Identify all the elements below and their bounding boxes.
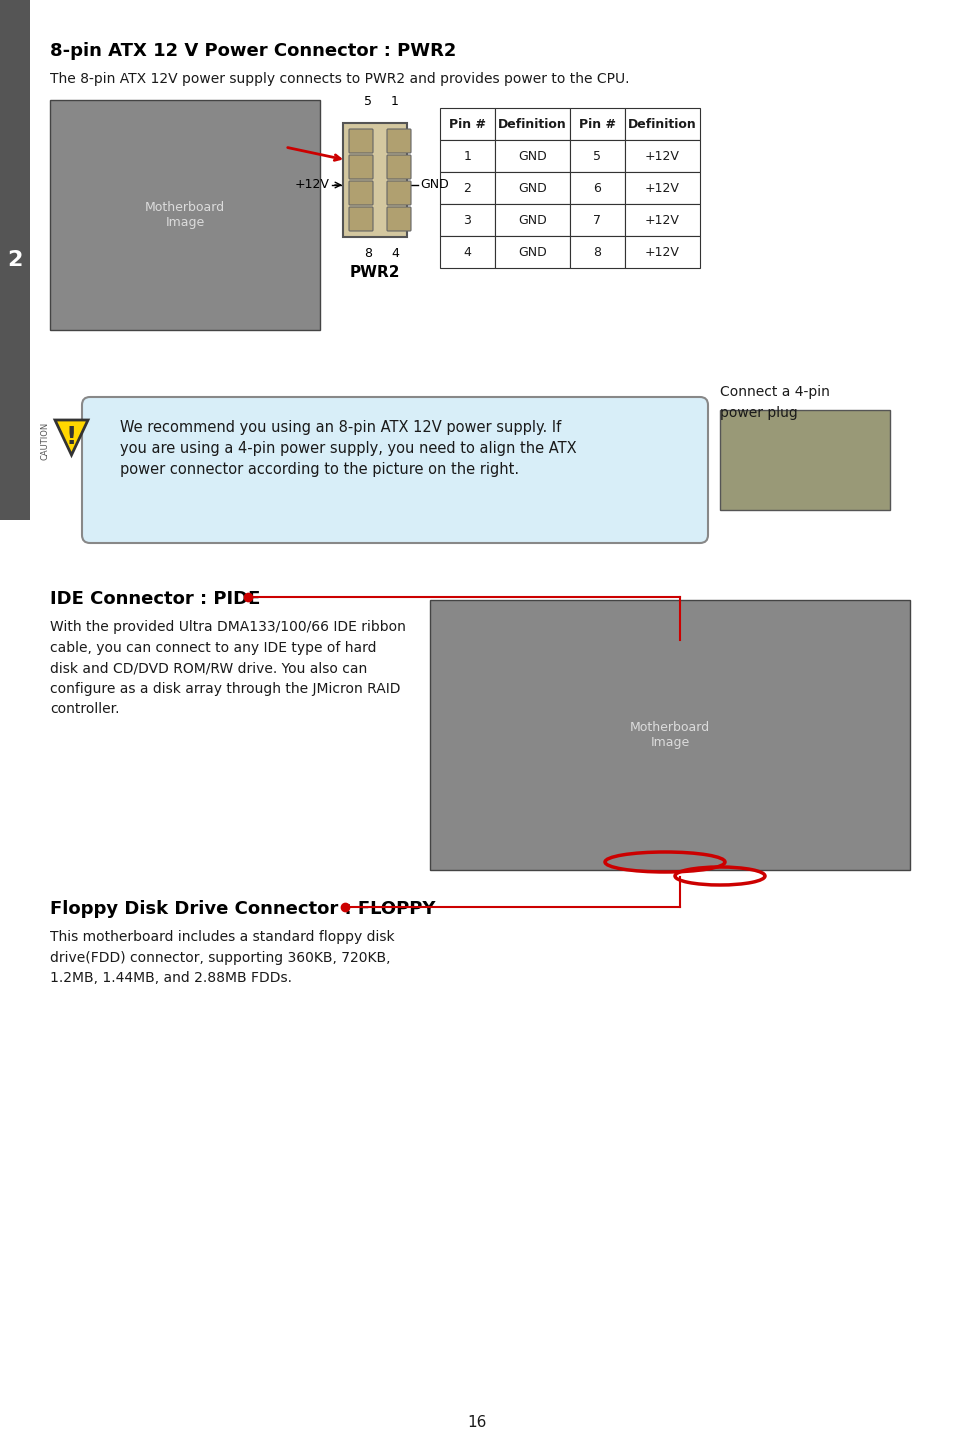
Text: Definition: Definition [627, 118, 696, 131]
FancyBboxPatch shape [439, 203, 495, 237]
FancyBboxPatch shape [624, 107, 700, 139]
FancyBboxPatch shape [50, 100, 319, 330]
Text: 1: 1 [391, 94, 398, 107]
Text: This motherboard includes a standard floppy disk
drive(FDD) connector, supportin: This motherboard includes a standard flo… [50, 929, 395, 986]
FancyBboxPatch shape [495, 107, 569, 139]
Text: 8-pin ATX 12 V Power Connector : PWR2: 8-pin ATX 12 V Power Connector : PWR2 [50, 42, 456, 60]
FancyBboxPatch shape [82, 396, 707, 543]
FancyBboxPatch shape [439, 107, 495, 139]
FancyBboxPatch shape [439, 237, 495, 269]
Text: 7: 7 [593, 213, 601, 227]
FancyBboxPatch shape [439, 139, 495, 171]
Text: 6: 6 [593, 182, 600, 195]
FancyBboxPatch shape [349, 155, 373, 179]
Text: !: ! [65, 425, 76, 449]
Text: GND: GND [517, 245, 546, 258]
FancyBboxPatch shape [624, 203, 700, 237]
FancyBboxPatch shape [439, 171, 495, 203]
Text: PWR2: PWR2 [350, 266, 400, 280]
Text: CAUTION: CAUTION [40, 421, 50, 460]
Text: +12V: +12V [644, 150, 679, 163]
Text: 5: 5 [593, 150, 601, 163]
Text: With the provided Ultra DMA133/100/66 IDE ribbon
cable, you can connect to any I: With the provided Ultra DMA133/100/66 ID… [50, 620, 405, 716]
Text: 2: 2 [463, 182, 471, 195]
Text: 2: 2 [8, 250, 23, 270]
Text: +12V: +12V [294, 179, 330, 192]
FancyBboxPatch shape [569, 171, 624, 203]
FancyBboxPatch shape [569, 139, 624, 171]
Text: Floppy Disk Drive Connector : FLOPPY: Floppy Disk Drive Connector : FLOPPY [50, 900, 435, 918]
FancyBboxPatch shape [0, 0, 30, 520]
Text: Pin #: Pin # [449, 118, 485, 131]
FancyBboxPatch shape [624, 139, 700, 171]
Text: GND: GND [419, 179, 448, 192]
FancyBboxPatch shape [495, 171, 569, 203]
FancyBboxPatch shape [387, 208, 411, 231]
FancyBboxPatch shape [624, 171, 700, 203]
FancyBboxPatch shape [349, 182, 373, 205]
Text: 8: 8 [364, 247, 372, 260]
Text: Definition: Definition [497, 118, 566, 131]
FancyBboxPatch shape [430, 600, 909, 870]
Text: 1: 1 [463, 150, 471, 163]
Text: 5: 5 [364, 94, 372, 107]
FancyBboxPatch shape [349, 129, 373, 152]
Text: 8: 8 [593, 245, 601, 258]
FancyBboxPatch shape [387, 155, 411, 179]
Text: IDE Connector : PIDE: IDE Connector : PIDE [50, 590, 260, 608]
FancyBboxPatch shape [343, 123, 407, 237]
Text: Motherboard
Image: Motherboard Image [145, 200, 225, 229]
Polygon shape [55, 420, 88, 454]
FancyBboxPatch shape [720, 409, 889, 510]
Text: Motherboard
Image: Motherboard Image [629, 722, 709, 749]
FancyBboxPatch shape [349, 208, 373, 231]
FancyBboxPatch shape [569, 107, 624, 139]
Text: 16: 16 [467, 1416, 486, 1430]
FancyBboxPatch shape [495, 203, 569, 237]
FancyBboxPatch shape [387, 129, 411, 152]
Text: Connect a 4-pin
power plug: Connect a 4-pin power plug [720, 385, 829, 420]
Text: Pin #: Pin # [578, 118, 616, 131]
Text: 4: 4 [463, 245, 471, 258]
FancyBboxPatch shape [569, 237, 624, 269]
Text: GND: GND [517, 150, 546, 163]
FancyBboxPatch shape [495, 139, 569, 171]
Text: 3: 3 [463, 213, 471, 227]
FancyBboxPatch shape [624, 237, 700, 269]
FancyBboxPatch shape [495, 237, 569, 269]
Text: +12V: +12V [644, 245, 679, 258]
Text: GND: GND [517, 182, 546, 195]
Text: We recommend you using an 8-pin ATX 12V power supply. If
you are using a 4-pin p: We recommend you using an 8-pin ATX 12V … [120, 420, 576, 478]
Text: GND: GND [517, 213, 546, 227]
FancyBboxPatch shape [387, 182, 411, 205]
FancyBboxPatch shape [569, 203, 624, 237]
Text: +12V: +12V [644, 213, 679, 227]
Text: +12V: +12V [644, 182, 679, 195]
Text: 4: 4 [391, 247, 398, 260]
Text: The 8-pin ATX 12V power supply connects to PWR2 and provides power to the CPU.: The 8-pin ATX 12V power supply connects … [50, 73, 629, 86]
